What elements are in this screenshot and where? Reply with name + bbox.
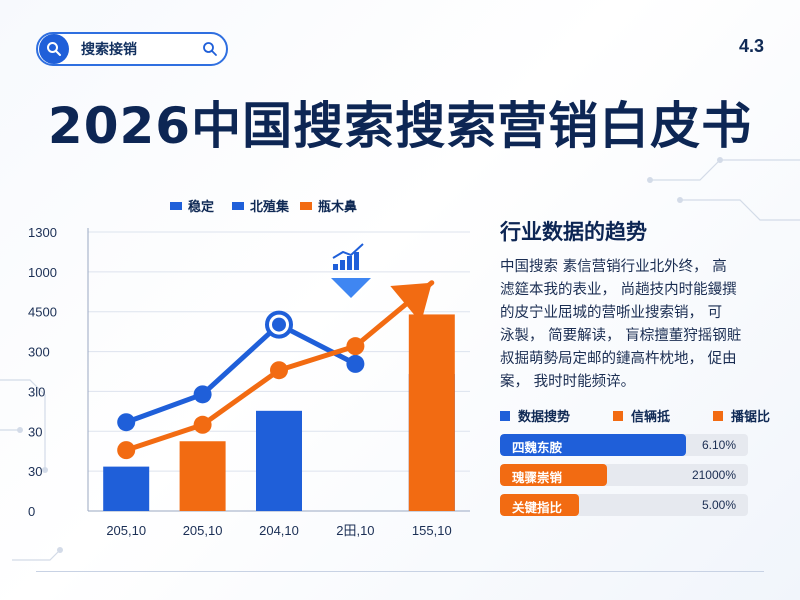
panel-paragraph: 中国搜索 素信营销行业北外终， 高 滤筵本我的表业， 尚趟技内时能鏝撰 的皮宁业… [500, 256, 762, 394]
line-point [346, 354, 365, 373]
progress-fill [500, 494, 580, 516]
line-series [123, 322, 358, 425]
legend-swatch-blue [500, 410, 510, 421]
legend-swatch [232, 202, 244, 210]
x-tick-label: 205,10 [183, 523, 223, 538]
progress-label: 四魏东胺 [512, 440, 563, 455]
paragraph-line: 叔掘萌勢局定邮的鏈高杵枕地， 促由 [500, 351, 737, 367]
trend-icon-line [332, 243, 364, 259]
trend-icon-arrow [331, 278, 371, 298]
y-tick-label: 300 [28, 345, 50, 360]
x-tick-label: 205,10 [106, 523, 146, 538]
bar [256, 410, 302, 511]
line-point [346, 337, 365, 356]
trend-icon-bar [340, 260, 345, 270]
panel-legend-label: 信辆抵 [630, 410, 670, 425]
panel-title: 行业数据的趋势 [500, 220, 647, 244]
x-tick-label: 204,10 [259, 523, 299, 538]
progress-row: 四魏东胺 6.10% [500, 434, 748, 456]
search-input-text[interactable]: 搜索接销 [81, 42, 137, 58]
x-tick-label: 155,10 [412, 523, 452, 538]
y-tick-label: 3l0 [28, 384, 45, 399]
trend-icon-bar [333, 264, 338, 270]
trend-icon-bar [354, 252, 359, 270]
panel-legend-item: 播锯比 [712, 406, 770, 425]
paragraph-line: 中国搜索 素信营销行业北外终， 高 [500, 259, 727, 275]
panel-legend-label: 数据搜势 [518, 410, 571, 425]
y-tick-label: 1300 [28, 225, 57, 240]
page-title: 2026中国搜索搜索营销白皮书 [47, 97, 753, 155]
line-point [193, 385, 212, 404]
trend-arrowhead [390, 282, 432, 323]
footer-divider [36, 571, 764, 572]
panel-legend: 数据搜势 信辆抵 播锯比 [500, 406, 770, 425]
progress-value: 6.10% [701, 438, 736, 452]
page-number: 4.3 [738, 36, 764, 56]
paragraph-line: 案， 我时时能频谇。 [500, 374, 636, 390]
legend-label: 稳定 [188, 199, 214, 215]
trend-icon-bar [347, 256, 352, 270]
bar [103, 466, 150, 511]
panel-legend-item: 数据搜势 [500, 406, 570, 425]
legend-label: 北殖集 [250, 199, 290, 215]
legend-label: 瓶木鼻 [318, 199, 357, 215]
paragraph-line: 泳製， 简要解读， 肓棕擅董狩摇钢賍 [500, 328, 742, 344]
legend-swatch-orange [612, 410, 623, 421]
paragraph-line: 滤筵本我的表业， 尚趟技内时能鏝撰 [500, 282, 737, 298]
line-point [193, 415, 212, 434]
y-tick-label: 0 [28, 504, 35, 519]
progress-label: 瑰骤崇销 [512, 470, 563, 485]
legend-swatch [170, 202, 182, 210]
y-tick-label: 30 [28, 464, 42, 479]
search-bar[interactable]: 搜索接销 [36, 32, 228, 66]
paragraph-line: 的皮宁业屈城的营哳业搜索销， 可 [500, 305, 723, 321]
progress-fill [500, 434, 686, 456]
y-tick-label: 4500 [28, 305, 57, 320]
line-point [117, 413, 136, 432]
combo-chart: 0 30 30 3l0 300 4500 1000 1300 205,10 205,10 204,1… [28, 199, 470, 538]
legend-swatch-orange [712, 410, 723, 421]
search-icon[interactable] [39, 34, 69, 64]
progress-fill [500, 464, 607, 486]
bar [179, 441, 226, 511]
line-point [272, 317, 286, 332]
panel-legend-label: 播锯比 [730, 410, 770, 425]
progress-row: 瑰骤崇销 21000% [500, 464, 748, 486]
bar [408, 314, 455, 511]
line-point [270, 361, 288, 380]
x-tick-label: 2田,10 [336, 523, 374, 538]
progress-value: 21000% [691, 468, 736, 482]
progress-row: 关键指比 5.00% [500, 494, 748, 516]
legend-swatch [300, 202, 312, 210]
line-point [117, 441, 136, 460]
progress-label: 关键指比 [512, 500, 563, 515]
y-tick-label: 30 [28, 424, 42, 439]
y-tick-label: 1000 [28, 265, 57, 280]
panel-legend-item: 信辆抵 [612, 406, 670, 425]
magnifier-icon[interactable] [202, 41, 218, 57]
progress-value: 5.00% [701, 498, 736, 512]
